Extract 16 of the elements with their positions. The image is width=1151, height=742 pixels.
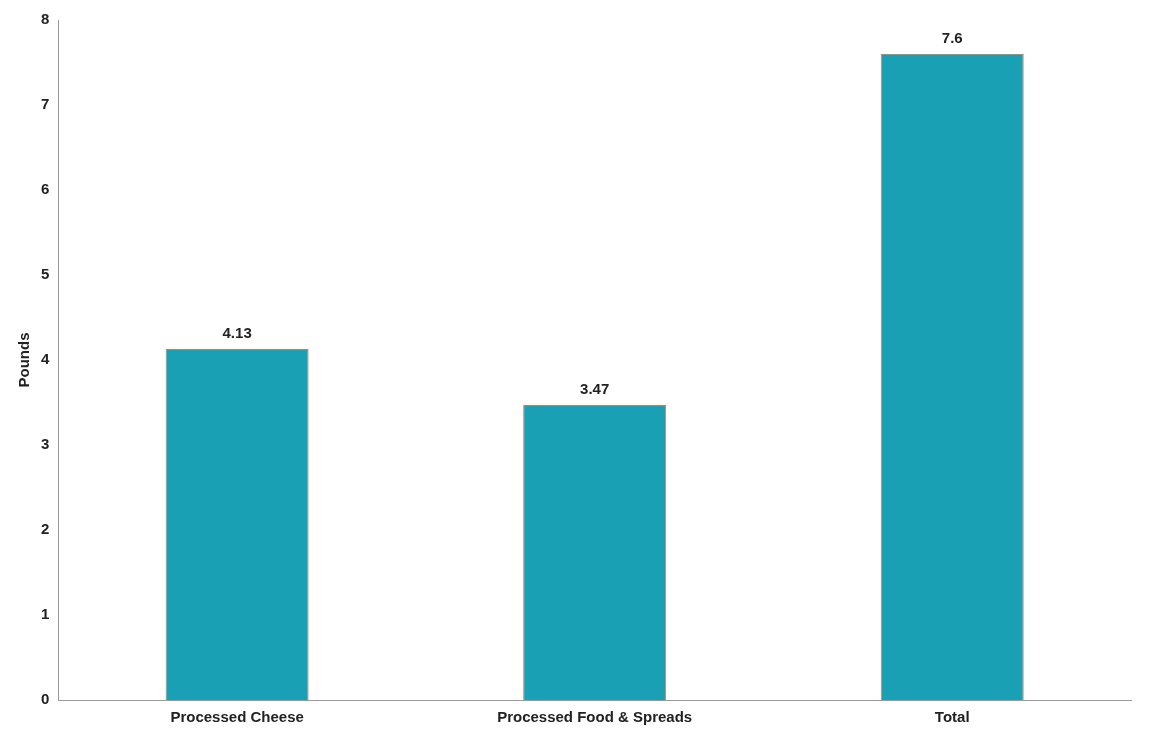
y-tick-label: 5 — [41, 265, 50, 283]
data-label: 4.13 — [222, 323, 252, 341]
y-tick-label: 7 — [41, 95, 50, 113]
y-tick-label: 1 — [41, 605, 50, 623]
y-tick-label: 6 — [41, 180, 50, 198]
data-label: 7.6 — [941, 28, 963, 46]
y-tick-label: 8 — [41, 10, 50, 28]
x-tick-label: Processed Food & Spreads — [497, 708, 693, 726]
data-label: 3.47 — [580, 379, 610, 397]
y-tick-label: 2 — [41, 520, 50, 538]
x-tick-label: Processed Cheese — [170, 708, 304, 726]
x-tick-label: Total — [934, 708, 970, 726]
y-axis-title: Pounds — [15, 332, 33, 388]
y-tick-label: 3 — [41, 435, 50, 453]
y-tick-label: 4 — [41, 350, 50, 368]
y-tick-label: 0 — [41, 690, 50, 708]
